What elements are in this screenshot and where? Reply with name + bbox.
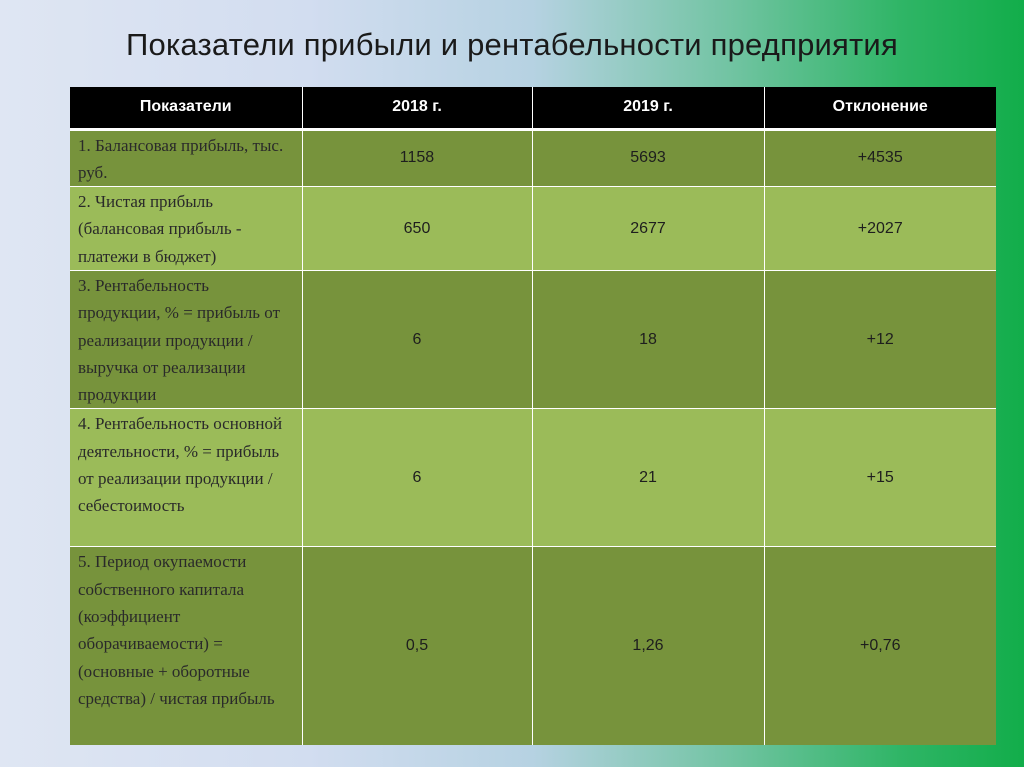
row-label: 3. Рентабельность продукции, % = прибыль… [70,269,302,409]
header-indicators: Показатели [70,87,302,131]
row-label: 4. Рентабельность основной деятельности,… [70,408,302,547]
profit-table: Показатели 2018 г. 2019 г. Отклонение 1.… [70,87,996,745]
row-label: 1. Балансовая прибыль, тыс. руб. [70,128,302,187]
value-deviation: +4535 [763,128,996,187]
value-2018: 6 [301,269,532,409]
header-deviation: Отклонение [763,87,996,131]
value-2018: 650 [301,186,532,271]
value-2018: 6 [301,408,532,547]
table-row: 3. Рентабельность продукции, % = прибыль… [70,269,996,409]
table-header-row: Показатели 2018 г. 2019 г. Отклонение [70,87,996,131]
table-row: 1. Балансовая прибыль, тыс. руб. 1158 56… [70,128,996,187]
table-row: 4. Рентабельность основной деятельности,… [70,408,996,547]
value-deviation: +15 [763,408,996,547]
value-deviation: +12 [763,269,996,409]
value-2019: 21 [531,408,764,547]
value-deviation: +0,76 [763,546,996,745]
page-title: Показатели прибыли и рентабельности пред… [126,27,898,62]
table-row: 2. Чистая прибыль (балансовая прибыль - … [70,186,996,271]
table-row: 5. Период окупаемости собственного капит… [70,546,996,745]
value-2019: 2677 [531,186,764,271]
header-2019: 2019 г. [531,87,764,131]
value-2018: 1158 [301,128,532,187]
value-deviation: +2027 [763,186,996,271]
value-2018: 0,5 [301,546,532,745]
header-2018: 2018 г. [301,87,532,131]
value-2019: 1,26 [531,546,764,745]
row-label: 2. Чистая прибыль (балансовая прибыль - … [70,186,302,271]
value-2019: 5693 [531,128,764,187]
row-label: 5. Период окупаемости собственного капит… [70,546,302,745]
value-2019: 18 [531,269,764,409]
